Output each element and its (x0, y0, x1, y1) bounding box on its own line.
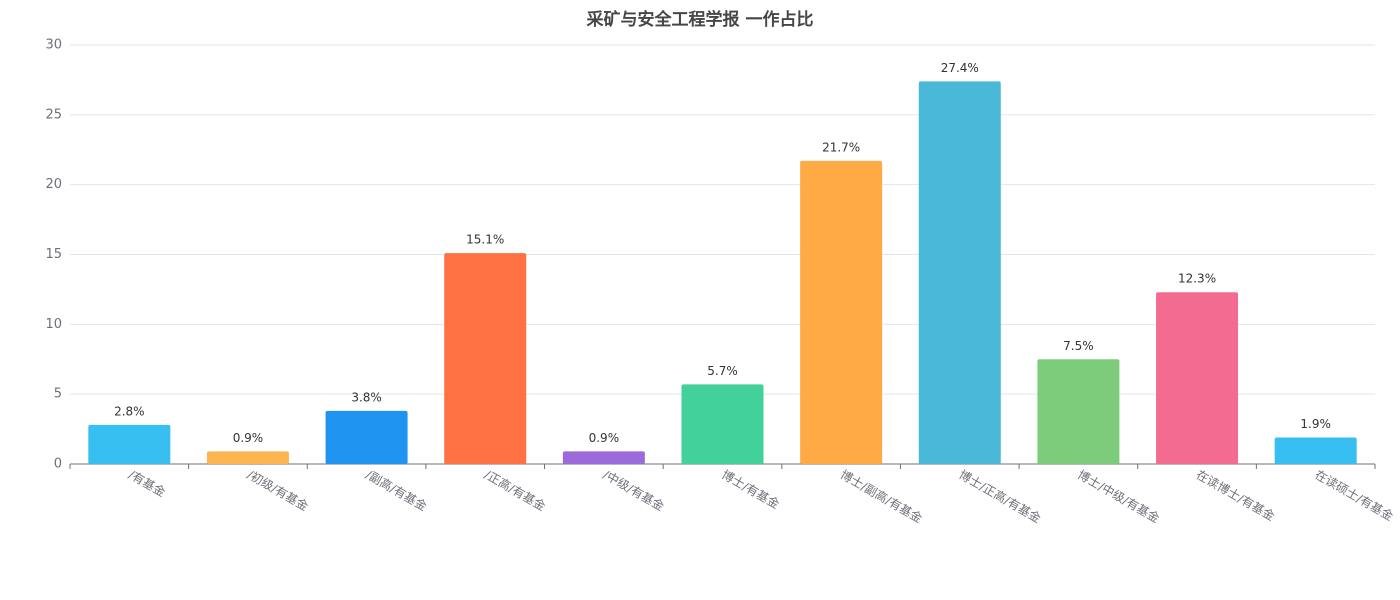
bar (206, 451, 289, 464)
x-tick-label: /初级/有基金 (245, 467, 311, 514)
bar (1037, 359, 1120, 464)
bar (800, 160, 883, 464)
x-tick-label: 在读硕士/有基金 (1312, 467, 1396, 524)
x-tick-label: /副高/有基金 (363, 467, 429, 514)
x-tick-label: /正高/有基金 (482, 467, 548, 514)
x-tick-label: 博士/中级/有基金 (1075, 467, 1162, 526)
bar (681, 384, 764, 464)
x-tick-label: 博士/正高/有基金 (957, 467, 1044, 526)
value-label: 2.8% (114, 404, 145, 418)
x-tick-label: /中级/有基金 (601, 467, 667, 514)
bar (1274, 437, 1357, 464)
value-label: 0.9% (589, 431, 620, 445)
bar (88, 424, 171, 464)
y-tick-label: 5 (54, 387, 62, 402)
value-label: 27.4% (941, 61, 979, 75)
value-label: 21.7% (822, 140, 860, 154)
y-tick-label: 10 (45, 317, 62, 332)
chart-title: 采矿与安全工程学报 一作占比 (586, 9, 814, 30)
value-label: 15.1% (466, 233, 504, 247)
x-tick-label: 博士/副高/有基金 (838, 467, 925, 526)
bar (444, 253, 527, 464)
y-tick-label: 0 (54, 457, 62, 472)
bar (918, 81, 1001, 465)
x-tick-label: /有基金 (126, 467, 168, 500)
y-tick-label: 15 (45, 247, 62, 262)
value-label: 5.7% (707, 364, 738, 378)
value-label: 1.9% (1300, 417, 1331, 431)
bar (325, 410, 408, 464)
x-tick-label: 在读博士/有基金 (1194, 467, 1278, 524)
x-tick-label: 博士/有基金 (719, 467, 782, 512)
value-label: 0.9% (233, 431, 264, 445)
y-tick-label: 20 (45, 177, 62, 192)
bar (1156, 292, 1239, 464)
value-label: 12.3% (1178, 272, 1216, 286)
y-tick-label: 25 (45, 107, 62, 122)
value-label: 7.5% (1063, 339, 1094, 353)
bar (562, 451, 645, 464)
y-tick-label: 30 (45, 38, 62, 53)
value-label: 3.8% (351, 390, 382, 404)
